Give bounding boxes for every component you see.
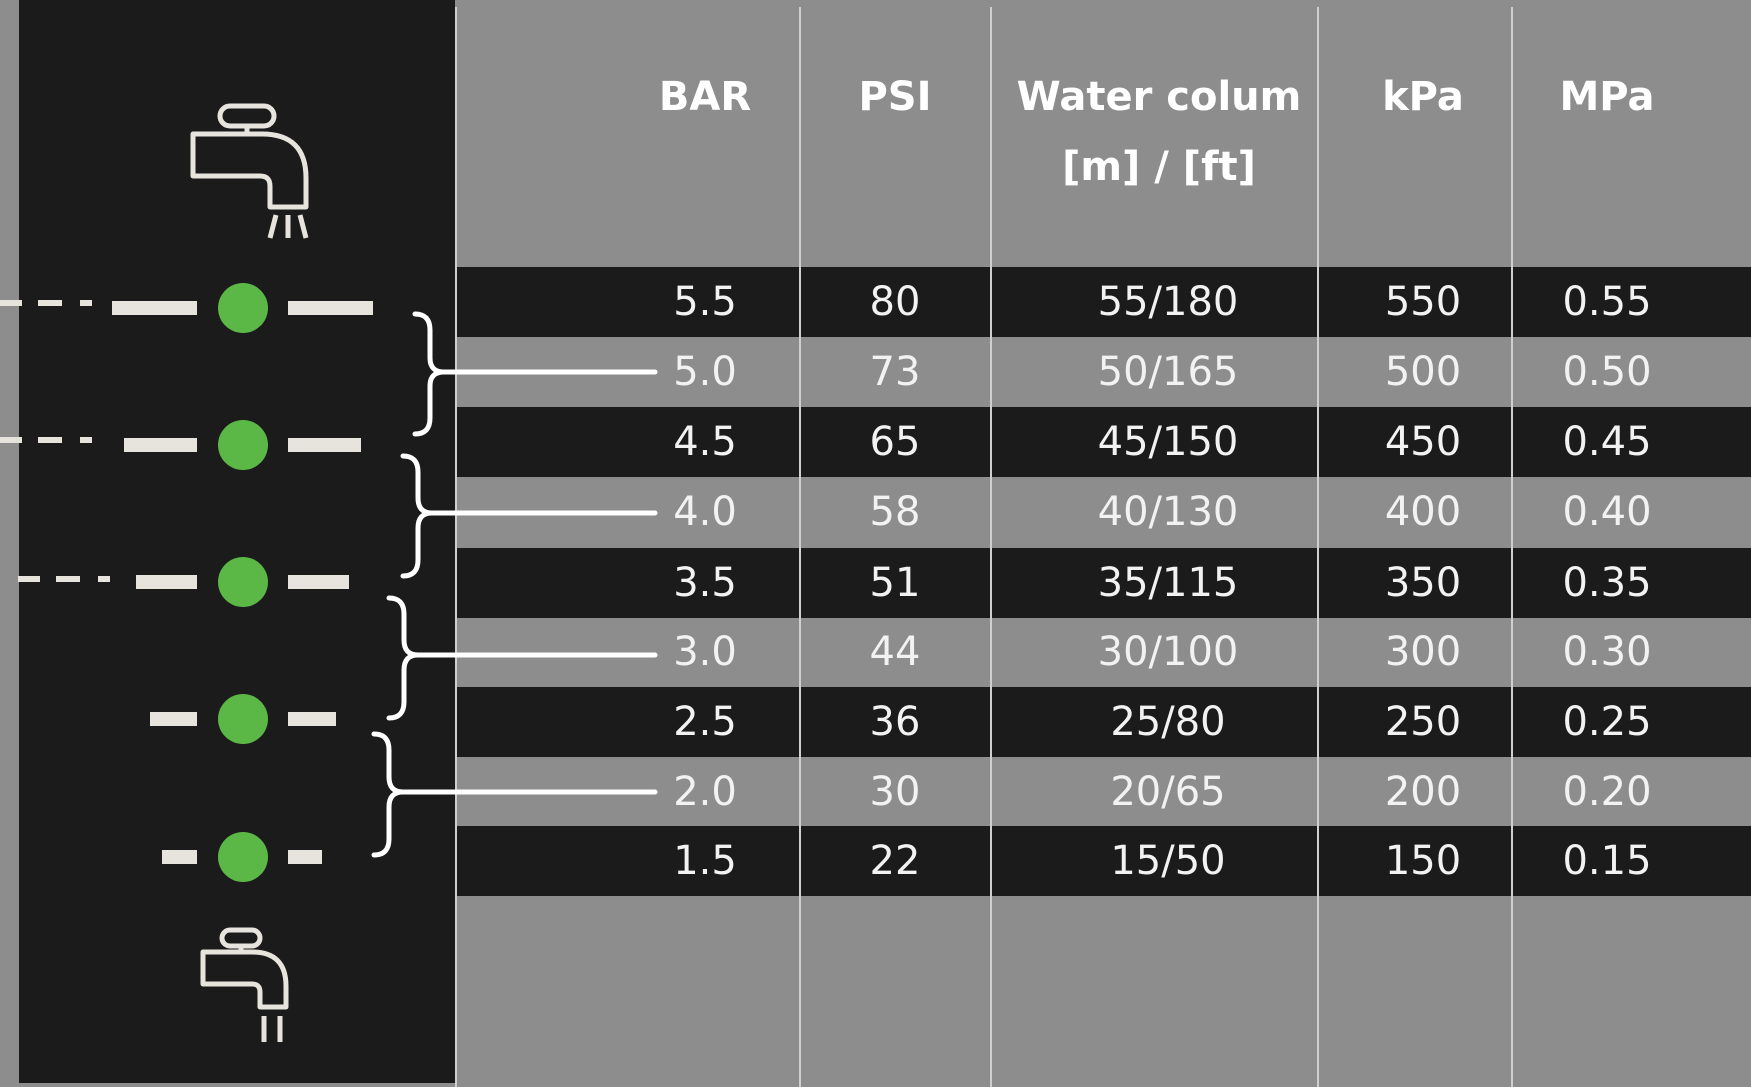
cell-water: 45/150 (1097, 419, 1239, 465)
bracket (412, 311, 445, 437)
row-band (455, 267, 1751, 337)
cell-bar: 1.5 (673, 838, 737, 884)
cell-mpa: 0.20 (1562, 769, 1652, 815)
cell-water: 30/100 (1097, 629, 1239, 675)
cell-psi: 36 (869, 699, 921, 745)
cell-mpa: 0.55 (1562, 279, 1652, 325)
cell-water: 55/180 (1097, 279, 1239, 325)
header-bar: BAR (658, 74, 752, 120)
level-dot (218, 420, 268, 470)
cell-psi: 44 (869, 629, 921, 675)
level-dot (218, 283, 268, 333)
cell-water: 35/115 (1097, 560, 1239, 606)
indicator-panel (19, 0, 455, 1083)
cell-kpa: 200 (1384, 769, 1462, 815)
cell-psi: 80 (869, 279, 921, 325)
cell-water: 50/165 (1097, 349, 1239, 395)
cell-kpa: 450 (1384, 419, 1462, 465)
cell-psi: 73 (869, 349, 921, 395)
cell-water: 15/50 (1110, 838, 1226, 884)
cell-water: 20/65 (1110, 769, 1226, 815)
cell-psi: 30 (869, 769, 921, 815)
cell-kpa: 500 (1384, 349, 1462, 395)
guide-lines (0, 300, 110, 582)
cell-mpa: 0.15 (1562, 838, 1652, 884)
cell-bar: 2.0 (673, 769, 737, 815)
header-water-units: [m] / [ft] (1062, 144, 1256, 190)
cell-water: 40/130 (1097, 489, 1239, 535)
cell-kpa: 300 (1384, 629, 1462, 675)
header-psi: PSI (858, 74, 932, 120)
cell-psi: 51 (869, 560, 921, 606)
column-divider (1317, 7, 1319, 1087)
cell-kpa: 550 (1384, 279, 1462, 325)
cell-mpa: 0.40 (1562, 489, 1652, 535)
faucet-strong-flow-icon (190, 103, 309, 239)
cell-kpa: 350 (1384, 560, 1462, 606)
header-mpa: MPa (1559, 74, 1655, 120)
column-divider (990, 7, 992, 1087)
cell-psi: 58 (869, 489, 921, 535)
bracket (371, 731, 404, 858)
cell-bar: 3.0 (673, 629, 737, 675)
range-brackets (371, 311, 658, 858)
cell-water: 25/80 (1110, 699, 1226, 745)
column-divider (455, 7, 457, 1087)
cell-mpa: 0.45 (1562, 419, 1652, 465)
cell-bar: 3.5 (673, 560, 737, 606)
row-band (455, 407, 1751, 477)
cell-mpa: 0.50 (1562, 349, 1652, 395)
row-band (455, 826, 1751, 896)
level-dot (218, 557, 268, 607)
level-dot (218, 832, 268, 882)
level-dot (218, 694, 268, 744)
bracket (400, 453, 433, 579)
cell-bar: 4.0 (673, 489, 737, 535)
row-band (455, 548, 1751, 618)
cell-psi: 65 (869, 419, 921, 465)
cell-bar: 4.5 (673, 419, 737, 465)
level-dashes (112, 301, 373, 864)
cell-kpa: 150 (1384, 838, 1462, 884)
cell-kpa: 400 (1384, 489, 1462, 535)
bracket (386, 595, 419, 721)
cell-psi: 22 (869, 838, 921, 884)
column-divider (1511, 7, 1513, 1087)
cell-mpa: 0.35 (1562, 560, 1652, 606)
cell-bar: 5.5 (673, 279, 737, 325)
cell-bar: 5.0 (673, 349, 737, 395)
faucet-low-flow-icon (200, 927, 289, 1042)
cell-bar: 2.5 (673, 699, 737, 745)
cell-mpa: 0.30 (1562, 629, 1652, 675)
column-divider (799, 7, 801, 1087)
cell-kpa: 250 (1384, 699, 1462, 745)
header-water-column: Water colum (1016, 74, 1302, 120)
cell-mpa: 0.25 (1562, 699, 1652, 745)
header-kpa: kPa (1382, 74, 1464, 120)
row-band (455, 687, 1751, 757)
